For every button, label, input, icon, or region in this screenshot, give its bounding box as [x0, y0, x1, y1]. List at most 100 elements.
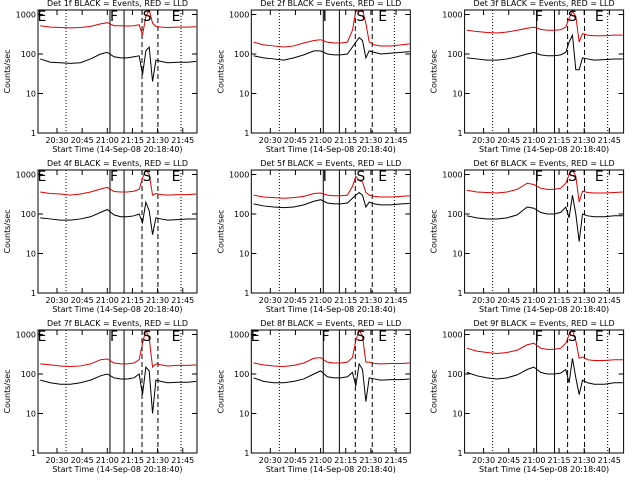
panel: Det 4f BLACK = Events, RED = LLD Start Ti…: [3, 159, 198, 314]
plot-area: [40, 330, 197, 453]
y-tick-label: 10: [26, 250, 36, 259]
y-tick-label: 100: [447, 370, 462, 379]
series-line: [253, 330, 410, 367]
x-tick-label: 20:45: [284, 456, 307, 465]
y-tick-label: 1: [31, 129, 36, 138]
series-line: [40, 200, 197, 235]
series-line: [466, 10, 623, 43]
plot-area: [253, 330, 410, 453]
annotation: E: [37, 169, 46, 185]
y-tick-label: 1000: [16, 171, 36, 180]
annotation: I: [323, 9, 327, 25]
x-tick-label: 20:45: [71, 136, 94, 145]
x-tick-label: 21:15: [548, 136, 571, 145]
x-tick-label: 21:45: [171, 136, 194, 145]
series-line: [253, 10, 410, 48]
annotation: F: [535, 169, 543, 185]
annotation: F: [535, 329, 543, 345]
annotation: F: [322, 329, 330, 345]
annotation: E: [378, 169, 387, 185]
plot-frame: [37, 9, 198, 134]
annotation: E: [595, 9, 604, 25]
panel-title: Det 2f BLACK = Events, RED = LLD: [260, 0, 401, 8]
x-tick-label: 20:45: [71, 456, 94, 465]
x-axis-label: Start Time (14-Sep-08 20:18:40): [52, 305, 182, 314]
series-line: [466, 195, 623, 242]
x-tick-label: 21:15: [121, 456, 144, 465]
panel-title: Det 7f BLACK = Events, RED = LLD: [47, 319, 188, 328]
plot-frame: [464, 9, 625, 134]
plot-frame: [37, 329, 198, 454]
x-tick-label: 20:30: [259, 296, 282, 305]
x-tick-label: 20:45: [497, 136, 520, 145]
x-tick-label: 21:30: [359, 456, 382, 465]
annotation: S: [143, 169, 152, 185]
series-line: [466, 170, 623, 203]
x-tick-label: 20:30: [45, 136, 68, 145]
x-tick-label: 21:45: [598, 136, 621, 145]
x-tick-label: 20:45: [497, 296, 520, 305]
plot-area: [466, 330, 623, 453]
plot-frame: [250, 329, 411, 454]
x-tick-label: 21:00: [96, 456, 119, 465]
x-tick-label: 21:15: [548, 456, 571, 465]
x-tick-label: 20:45: [497, 456, 520, 465]
panel: Det 9f BLACK = Events, RED = LLD Start Ti…: [430, 319, 625, 474]
panel-title: Det 9f BLACK = Events, RED = LLD: [474, 319, 615, 328]
y-axis-label: Counts/sec: [216, 369, 225, 413]
annotation: F: [110, 329, 118, 345]
y-tick-label: 100: [234, 370, 249, 379]
y-tick-label: 10: [239, 250, 249, 259]
y-tick-label: 1: [244, 289, 249, 298]
panel: Det 2f BLACK = Events, RED = LLD Start Ti…: [216, 0, 411, 154]
y-tick-label: 10: [26, 90, 36, 99]
x-tick-label: 21:30: [573, 296, 596, 305]
annotation: E: [172, 9, 181, 25]
x-tick-label: 20:30: [259, 136, 282, 145]
plot-frame: [464, 329, 625, 454]
annotation: S: [568, 169, 577, 185]
plot-area: [40, 10, 197, 133]
y-tick-label: 1: [244, 449, 249, 458]
x-tick-label: 21:45: [385, 136, 408, 145]
y-tick-label: 1000: [16, 11, 36, 20]
y-tick-label: 100: [447, 210, 462, 219]
y-tick-label: 1000: [442, 171, 462, 180]
panel-title: Det 8f BLACK = Events, RED = LLD: [260, 319, 401, 328]
y-tick-label: 1: [458, 129, 463, 138]
x-axis-label: Start Time (14-Sep-08 20:18:40): [479, 145, 609, 154]
annotation: E: [595, 329, 604, 345]
y-tick-label: 100: [21, 370, 36, 379]
series-line: [466, 330, 623, 361]
panel-title: Det 6f BLACK = Events, RED = LLD: [474, 159, 615, 168]
x-tick-label: 21:00: [309, 296, 332, 305]
y-tick-label: 1: [31, 289, 36, 298]
x-tick-label: 21:30: [146, 136, 169, 145]
x-tick-label: 21:45: [598, 296, 621, 305]
panel-title: Det 1f BLACK = Events, RED = LLD: [47, 0, 188, 8]
y-tick-label: 100: [234, 210, 249, 219]
y-tick-label: 10: [452, 250, 462, 259]
annotation: E: [172, 169, 181, 185]
panel: Det 7f BLACK = Events, RED = LLD Start Ti…: [3, 319, 198, 474]
x-tick-label: 20:30: [45, 456, 68, 465]
y-axis-label: Counts/sec: [3, 369, 12, 413]
y-tick-label: 100: [234, 50, 249, 59]
y-tick-label: 100: [447, 50, 462, 59]
x-tick-label: 20:45: [71, 296, 94, 305]
y-tick-label: 1: [31, 449, 36, 458]
x-tick-label: 21:45: [171, 296, 194, 305]
y-axis-label: Counts/sec: [430, 49, 439, 93]
annotation: E: [37, 329, 46, 345]
annotation: S: [356, 169, 365, 185]
y-tick-label: 1: [244, 129, 249, 138]
x-tick-label: 20:30: [472, 136, 495, 145]
y-tick-label: 100: [21, 210, 36, 219]
plot-frame: [250, 169, 411, 294]
annotation: F: [110, 169, 118, 185]
x-tick-label: 21:45: [171, 456, 194, 465]
x-tick-label: 21:15: [548, 296, 571, 305]
y-tick-label: 10: [452, 90, 462, 99]
plot-area: [466, 10, 623, 133]
